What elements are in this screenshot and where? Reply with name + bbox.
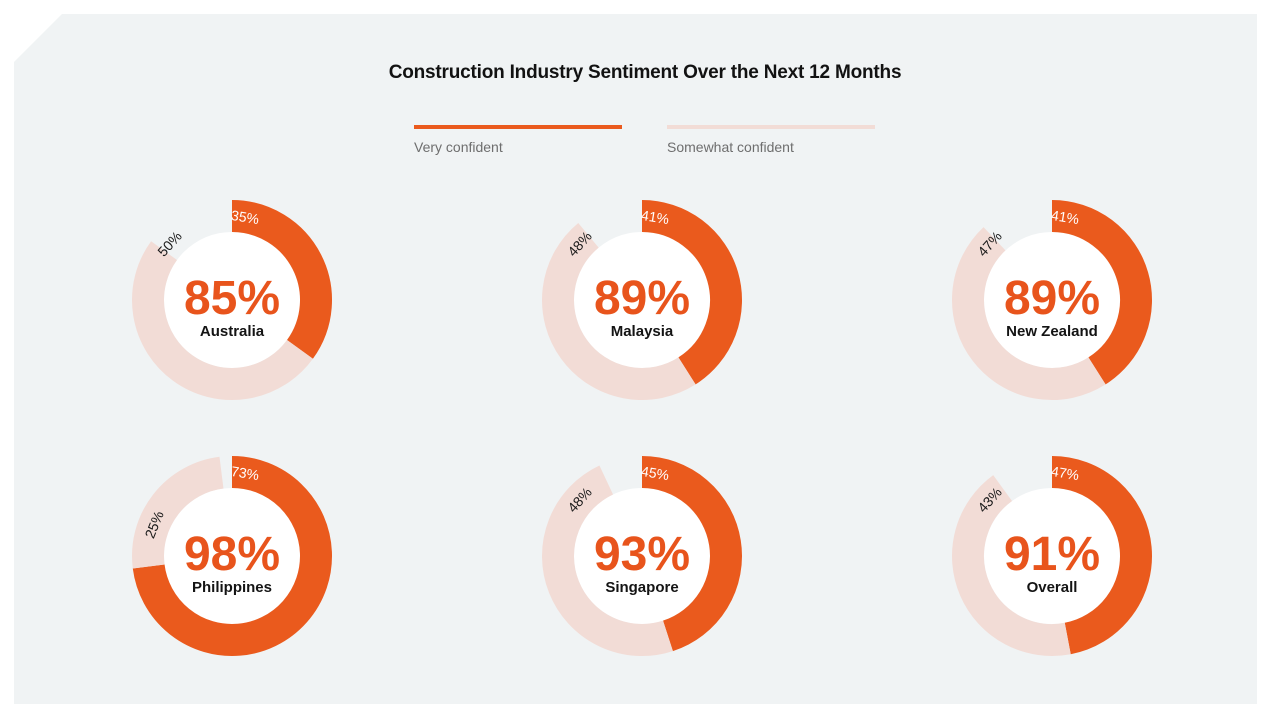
label-very-confident-philippines: 73% [230,463,260,483]
legend-swatch-very-confident [414,125,622,129]
name-malaysia: Malaysia [611,323,674,340]
arc-very-confident-new-zealand [1051,200,1152,385]
donut-center-australia [164,232,300,368]
total-australia: 85% [184,272,280,325]
donut-center-overall [984,488,1120,624]
total-overall: 91% [1004,528,1100,581]
donut-center-new-zealand [984,232,1120,368]
legend-item-very-confident: Very confident [414,125,622,155]
label-very-confident-australia: 35% [230,207,260,227]
arc-somewhat-confident-overall [952,475,1071,656]
name-new-zealand: New Zealand [1006,323,1098,340]
total-singapore: 93% [594,528,690,581]
arc-somewhat-confident-singapore [542,465,673,656]
arc-very-confident-australia [231,200,332,359]
name-australia: Australia [200,323,265,340]
arc-somewhat-confident-australia [132,241,313,400]
legend-item-somewhat-confident: Somewhat confident [667,125,875,155]
total-malaysia: 89% [594,272,690,325]
total-new-zealand: 89% [1004,272,1100,325]
label-very-confident-new-zealand: 41% [1050,207,1080,227]
name-overall: Overall [1027,579,1078,596]
donut-center-singapore [574,488,710,624]
label-very-confident-malaysia: 41% [640,207,670,227]
legend-label-very-confident: Very confident [414,139,503,155]
arc-very-confident-malaysia [641,200,742,385]
chart-title: Construction Industry Sentiment Over the… [388,62,902,83]
label-very-confident-overall: 47% [1050,463,1080,483]
donut-center-philippines [164,488,300,624]
arc-very-confident-overall [1051,456,1152,655]
arc-somewhat-confident-malaysia [542,222,696,400]
donut-philippines: 73%25%98%Philippines [132,456,332,656]
arc-very-confident-singapore [641,456,742,652]
donut-new-zealand: 41%47%89%New Zealand [952,200,1152,400]
arc-somewhat-confident-philippines [132,456,225,569]
donut-malaysia: 41%48%89%Malaysia [542,200,742,400]
donut-australia: 35%50%85%Australia [132,200,332,400]
legend-swatch-somewhat-confident [667,125,875,129]
legend-label-somewhat-confident: Somewhat confident [667,139,794,155]
donut-overall: 47%43%91%Overall [952,456,1152,656]
name-singapore: Singapore [605,579,678,596]
arc-somewhat-confident-new-zealand [952,227,1106,400]
label-very-confident-singapore: 45% [640,463,670,483]
donut-singapore: 45%48%93%Singapore [542,456,742,656]
name-philippines: Philippines [192,579,272,596]
total-philippines: 98% [184,528,280,581]
donut-center-malaysia [574,232,710,368]
arc-very-confident-philippines [132,456,332,656]
